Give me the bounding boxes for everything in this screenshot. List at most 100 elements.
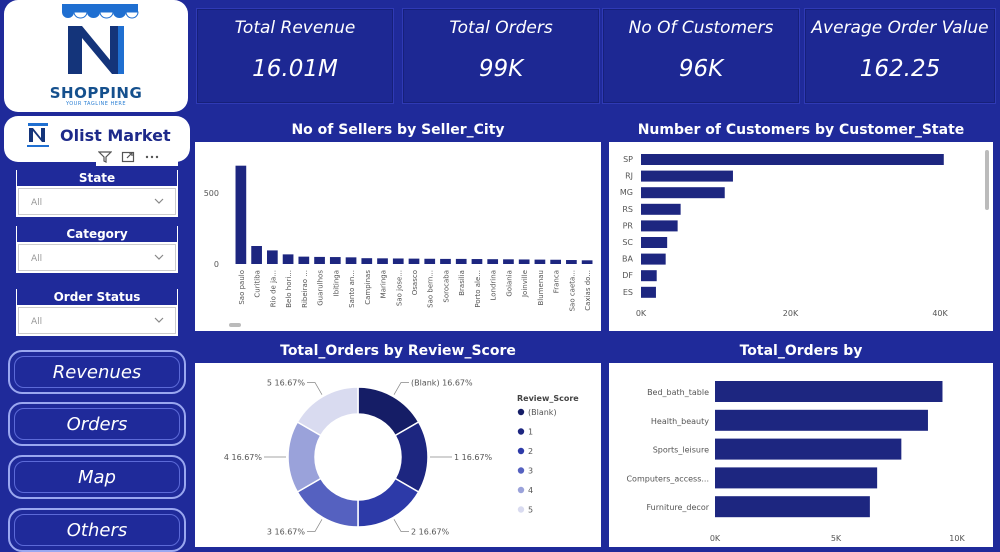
customers-bar: [641, 286, 656, 298]
kpi-total-orders: Total Orders 99K: [402, 8, 600, 104]
customers-by-state-plot: SP RJ MG RS PR SC BA DF ES 0K 20K 40K: [620, 150, 989, 318]
legend-label: 3: [528, 467, 533, 476]
brand-name: SHOPPING: [49, 84, 143, 102]
nav-revenues-label: Revenues: [52, 361, 142, 383]
slice-label: 2 16.67%: [411, 527, 450, 536]
y-tick-label: Furniture_decor: [647, 503, 710, 512]
slice-leader-line: [307, 382, 323, 395]
shop-awning-icon: [62, 4, 139, 74]
kpi-value: 99K: [478, 56, 524, 82]
kpi-title: Average Order Value: [811, 18, 989, 38]
nav-others-label: Others: [66, 519, 128, 541]
sellers-bar: [361, 258, 373, 264]
nav-revenues-button[interactable]: Revenues: [8, 350, 186, 394]
y-tick-label: Health_beauty: [651, 417, 709, 426]
customers-bar: [641, 270, 657, 282]
x-tick-label: Ribeirao ...: [301, 270, 309, 308]
brand-tagline: YOUR TAGLINE HERE: [65, 101, 127, 107]
x-tick-label: Sao bern...: [427, 270, 435, 308]
x-tick-label: Rio de ja...: [269, 270, 277, 307]
state-dropdown[interactable]: All: [18, 188, 176, 215]
legend-label: 2: [528, 447, 533, 456]
y-tick-label: RS: [622, 205, 633, 214]
nav-others-button[interactable]: Others: [8, 508, 186, 552]
orders-bar: [715, 438, 902, 460]
y-tick-label: RJ: [625, 172, 633, 181]
orders-bar: [715, 496, 870, 518]
x-tick-label: Sao jose...: [395, 270, 403, 306]
focus-mode-icon[interactable]: [121, 150, 135, 164]
sellers-bar: [518, 259, 530, 264]
x-tick-label: Goiania: [505, 270, 513, 297]
chevron-down-icon: [154, 254, 164, 260]
x-tick-label: 10K: [949, 534, 965, 543]
nav-orders-button[interactable]: Orders: [8, 402, 186, 446]
category-slicer-label: Category: [17, 226, 177, 242]
sellers-bar: [282, 254, 294, 264]
kpi-title: No Of Customers: [628, 18, 774, 38]
y-tick-label: PR: [623, 221, 634, 230]
x-tick-label: Sorocaba: [442, 270, 450, 303]
kpi-total-revenue: Total Revenue 16.01M: [196, 8, 394, 104]
sellers-bar: [329, 257, 341, 264]
sellers-bar: [471, 259, 483, 264]
y-tick-label: BA: [622, 255, 633, 264]
y-tick-label: Bed_bath_table: [647, 388, 709, 397]
x-tick-label: Curitiba: [254, 270, 262, 298]
slice-leader-line: [393, 382, 409, 395]
nav-map-button[interactable]: Map: [8, 455, 186, 499]
sellers-by-city-plot: 0 500 Sao paulo Curitiba Rio de ja... Belo ho…: [204, 165, 593, 327]
sellers-bar: [266, 250, 278, 264]
slice-label: 3 16.67%: [267, 527, 306, 536]
category-dropdown-value: All: [31, 254, 43, 264]
order-status-slicer: Order Status All: [16, 289, 178, 336]
x-tick-label: Santo an...: [348, 270, 356, 308]
slice-label: 5 16.67%: [267, 379, 306, 388]
market-title: Olist Market: [60, 126, 171, 145]
x-tick-label: Caxias do...: [584, 270, 592, 311]
more-options-icon[interactable]: [144, 150, 160, 164]
orders-by-category-plot: Bed_bath_table Health_beauty Sports_leisur…: [626, 381, 965, 543]
kpi-value: 16.01M: [252, 56, 338, 82]
orders-bar: [715, 467, 878, 489]
slice-label: 4 16.67%: [224, 453, 263, 462]
y-tick-label: SP: [623, 155, 633, 164]
orders-bar: [715, 409, 928, 431]
orders-by-review-plot: (Blank) 16.67% 1 16.67% 2 16.67% 3 16.67% 4 …: [224, 379, 579, 537]
customers-bar: [641, 220, 678, 232]
sellers-bar: [314, 256, 325, 264]
x-tick-label: Sao paulo: [238, 270, 246, 305]
sellers-bar: [377, 258, 388, 264]
sellers-bar: [392, 258, 404, 264]
x-tick-label: 5K: [831, 534, 842, 543]
sellers-bar: [424, 258, 436, 264]
legend-swatch: [517, 428, 525, 435]
brand-logo: SHOPPING YOUR TAGLINE HERE: [4, 0, 188, 112]
kpi-title: Total Orders: [449, 18, 553, 38]
orders-by-review-chart: Total_Orders by Review_Score (Blank) 16.…: [192, 336, 604, 550]
chart-title: No of Sellers by Seller_City: [195, 118, 601, 142]
kpi-value: 162.25: [859, 56, 941, 82]
x-tick-label: 0K: [636, 309, 647, 318]
x-tick-label: 0K: [710, 534, 721, 543]
orders-bar: [715, 381, 943, 402]
customers-by-state-chart: Number of Customers by Customer_State SP…: [606, 115, 996, 334]
legend-swatch: [517, 467, 525, 474]
kpi-title: Total Revenue: [234, 18, 356, 38]
review-slice: [296, 386, 359, 437]
order-status-dropdown[interactable]: All: [18, 307, 176, 334]
sellers-by-city-chart: No of Sellers by Seller_City 0 500 Sao pau…: [192, 115, 604, 334]
x-tick-label: Guarulhos: [317, 270, 325, 306]
vertical-scrollbar: [985, 150, 989, 210]
chart-title: Total_Orders by Product_Category_Name_En…: [609, 339, 993, 383]
sellers-bar: [566, 260, 577, 264]
filter-icon[interactable]: [98, 150, 112, 164]
chart-title: Number of Customers by Customer_State: [609, 118, 993, 142]
x-tick-label: Franca: [553, 270, 561, 293]
category-dropdown[interactable]: All: [18, 244, 176, 271]
x-tick-label: Belo hori...: [285, 270, 293, 308]
nav-orders-label: Orders: [66, 413, 128, 435]
state-slicer: State All: [16, 170, 178, 217]
x-tick-label: Maringa: [380, 270, 388, 298]
x-tick-label: Brasilia: [458, 270, 466, 296]
